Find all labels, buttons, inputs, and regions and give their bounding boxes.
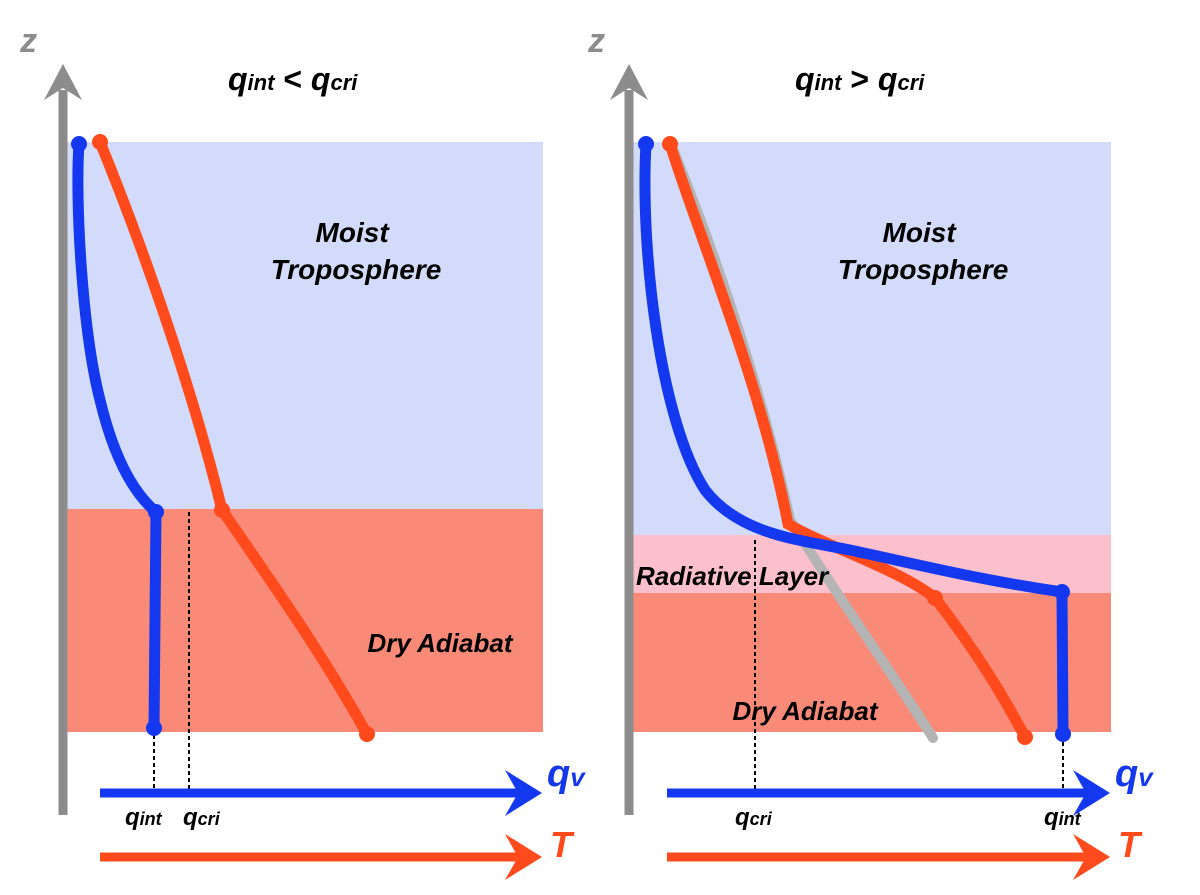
dry-adiabat-region (625, 593, 1111, 732)
dry-adiabat-label: Dry Adiabat (368, 628, 514, 658)
temperature-profile-kink-dot (214, 502, 230, 518)
radiative-layer-label: Radiative Layer (636, 561, 830, 591)
temperature-profile-bottom-dot (359, 726, 375, 742)
qcri-tick-label: qcri (735, 804, 773, 831)
moisture-profile-top-dot (638, 136, 654, 152)
qint-tick-label: qint (1044, 804, 1082, 831)
t-axis (100, 834, 542, 880)
qv-axis (100, 770, 542, 816)
panel-title: qint > qcri (795, 61, 925, 97)
moisture-profile (639, 138, 1069, 740)
moist-troposphere-label: Moist Troposphere (271, 217, 442, 285)
t-axis (667, 834, 1110, 880)
temperature-profile-top-dot (662, 136, 678, 152)
qv-axis-label: qv (547, 753, 586, 795)
qcri-tick-label: qcri (183, 804, 221, 831)
qint-tick-label: qint (125, 804, 163, 831)
moist-troposphere-label: Moist Troposphere (838, 217, 1009, 285)
right-panel: z qint > qcri Moist Troposphere Radiativ… (587, 22, 1154, 880)
z-axis (610, 64, 648, 815)
moisture-profile-kink-dot (1054, 584, 1070, 600)
z-axis-label: z (587, 22, 605, 60)
moisture-profile-bottom-dot (146, 720, 162, 736)
moisture-profile-top-dot (71, 136, 87, 152)
t-axis-label: T (550, 824, 575, 865)
temperature-profile-kink-dot (927, 590, 943, 606)
temperature-profile (94, 136, 373, 740)
moisture-profile-bottom-dot (1055, 726, 1071, 742)
z-axis-label: z (19, 22, 37, 60)
dry-adiabat-region (67, 509, 543, 732)
left-panel: z qint < qcri Moist Troposphere Dry Adia… (19, 22, 586, 880)
z-axis (44, 64, 82, 815)
moist-troposphere-region (67, 142, 543, 509)
moisture-profile (72, 138, 162, 734)
temperature-profile-top-dot (92, 134, 108, 150)
moisture-profile-kink-dot (148, 504, 164, 520)
qv-axis-label: qv (1115, 753, 1154, 795)
dry-adiabat-label: Dry Adiabat (733, 696, 879, 726)
temperature-profile-bottom-dot (1017, 729, 1033, 745)
panel-title: qint < qcri (228, 61, 358, 97)
qv-axis (667, 770, 1110, 816)
t-axis-label: T (1118, 824, 1143, 865)
moist-troposphere-region (625, 142, 1111, 535)
